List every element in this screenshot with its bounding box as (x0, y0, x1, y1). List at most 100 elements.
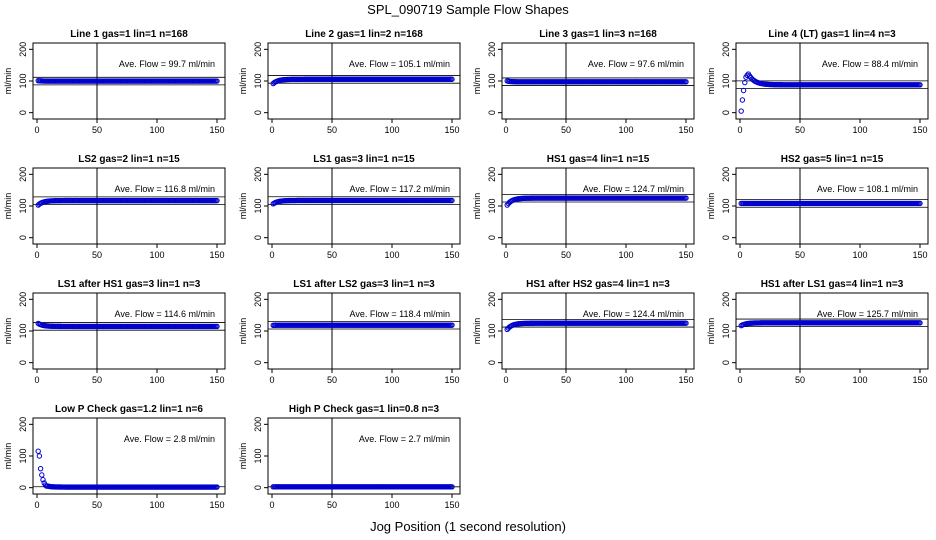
subplot-title: LS1 gas=3 lin=1 n=15 (313, 154, 415, 165)
average-flow-annotation: Ave. Flow = 118.4 ml/min (350, 309, 450, 319)
y-tick-label: 200 (487, 42, 497, 57)
data-points (270, 322, 455, 328)
data-point (36, 453, 43, 459)
x-tick-label: 150 (678, 125, 693, 135)
data-point (683, 320, 689, 326)
x-tick-label: 0 (34, 125, 39, 135)
subplot-10: LS1 after LS2 gas=3 lin=1 n=3 0 100 200 ml/m… (238, 279, 461, 385)
figure-title: SPL_090719 Sample Flow Shapes (367, 2, 569, 17)
subplot-title: HS1 after LS1 gas=4 lin=1 n=3 (761, 279, 904, 290)
x-tick-label: 0 (503, 250, 508, 260)
average-flow-annotation: Ave. Flow = 124.7 ml/min (583, 184, 684, 194)
x-tick-label: 100 (384, 250, 399, 260)
x-tick-label: 0 (503, 125, 508, 135)
x-tick-label: 0 (737, 125, 742, 135)
average-flow-annotation: Ave. Flow = 2.8 ml/min (124, 434, 215, 444)
x-tick-label: 50 (795, 125, 805, 135)
data-points (504, 320, 689, 333)
data-point (449, 322, 455, 328)
data-points (270, 76, 455, 87)
subplot-title: Line 2 gas=1 lin=2 n=168 (305, 29, 423, 40)
x-tick-label: 150 (912, 375, 927, 385)
x-tick-label: 100 (149, 375, 164, 385)
x-tick-label: 50 (795, 375, 805, 385)
y-axis-label: ml/min (3, 193, 13, 220)
x-tick-label: 150 (209, 125, 224, 135)
plot-frame (32, 167, 226, 245)
average-flow-annotation: Ave. Flow = 124.4 ml/min (583, 309, 684, 319)
y-axis-label: ml/min (3, 443, 13, 470)
y-tick-label: 100 (253, 323, 263, 338)
x-tick-label: 50 (327, 250, 337, 260)
y-tick-label: 200 (18, 417, 28, 432)
y-tick-label: 100 (721, 198, 731, 213)
x-tick-label: 100 (384, 375, 399, 385)
plot-frame (501, 292, 695, 370)
x-tick-label: 100 (852, 250, 867, 260)
x-tick-label: 50 (92, 500, 102, 510)
average-flow-annotation: Ave. Flow = 114.6 ml/min (115, 309, 215, 319)
data-point (917, 82, 923, 88)
subplot-8: HS2 gas=5 lin=1 n=15 0 100 200 ml/min 0 50 100 1… (706, 154, 929, 260)
y-tick-label: 0 (18, 235, 28, 240)
y-axis-label: ml/min (238, 443, 248, 470)
y-axis-label: ml/min (238, 68, 248, 95)
average-flow-annotation: Ave. Flow = 88.4 ml/min (822, 59, 918, 69)
y-axis-label: ml/min (472, 318, 482, 345)
data-point (40, 477, 46, 483)
y-axis-label: ml/min (706, 193, 716, 220)
data-points (738, 200, 923, 207)
x-tick-label: 0 (269, 375, 274, 385)
x-tick-label: 150 (444, 375, 459, 385)
x-tick-label: 50 (561, 375, 571, 385)
y-tick-label: 200 (18, 42, 28, 57)
x-tick-label: 50 (92, 250, 102, 260)
y-tick-label: 0 (487, 360, 497, 365)
y-axis-label: ml/min (3, 318, 13, 345)
data-point (214, 484, 220, 490)
subplot-3: Line 3 gas=1 lin=3 n=168 0 100 200 ml/min 0 50… (472, 29, 695, 135)
y-tick-label: 200 (253, 292, 263, 307)
x-tick-label: 100 (852, 125, 867, 135)
x-tick-label: 50 (561, 250, 571, 260)
plot-frame (267, 417, 461, 495)
x-tick-label: 150 (912, 125, 927, 135)
data-points (738, 320, 923, 329)
x-tick-label: 100 (384, 125, 399, 135)
y-axis-label: ml/min (472, 193, 482, 220)
x-tick-label: 100 (618, 250, 633, 260)
y-tick-label: 200 (721, 292, 731, 307)
y-tick-label: 0 (253, 235, 263, 240)
data-points (270, 484, 455, 490)
x-tick-label: 50 (92, 125, 102, 135)
data-points (738, 71, 923, 114)
x-tick-label: 100 (384, 500, 399, 510)
data-points (504, 195, 689, 208)
x-tick-label: 0 (34, 375, 39, 385)
data-point (35, 448, 41, 454)
y-tick-label: 200 (18, 167, 28, 182)
x-tick-label: 150 (444, 500, 459, 510)
y-tick-label: 200 (721, 42, 731, 57)
x-tick-label: 50 (92, 375, 102, 385)
data-point (214, 78, 220, 84)
subplot-13: Low P Check gas=1.2 lin=1 n=6 0 100 200 ml/m… (3, 404, 226, 510)
x-tick-label: 150 (209, 500, 224, 510)
y-tick-label: 100 (18, 73, 28, 88)
y-tick-label: 100 (487, 323, 497, 338)
x-tick-label: 0 (503, 375, 508, 385)
y-tick-label: 0 (487, 110, 497, 115)
x-tick-label: 150 (209, 375, 224, 385)
data-point (740, 87, 747, 94)
subplot-12: HS1 after LS1 gas=4 lin=1 n=3 0 100 200 ml/m… (706, 279, 929, 385)
y-tick-label: 200 (487, 167, 497, 182)
y-tick-label: 0 (18, 360, 28, 365)
x-tick-label: 150 (912, 250, 927, 260)
plot-frame (267, 292, 461, 370)
y-tick-label: 100 (487, 198, 497, 213)
average-flow-annotation: Ave. Flow = 125.7 ml/min (817, 309, 918, 319)
x-tick-label: 100 (149, 125, 164, 135)
data-point (917, 320, 923, 326)
x-tick-label: 50 (327, 500, 337, 510)
